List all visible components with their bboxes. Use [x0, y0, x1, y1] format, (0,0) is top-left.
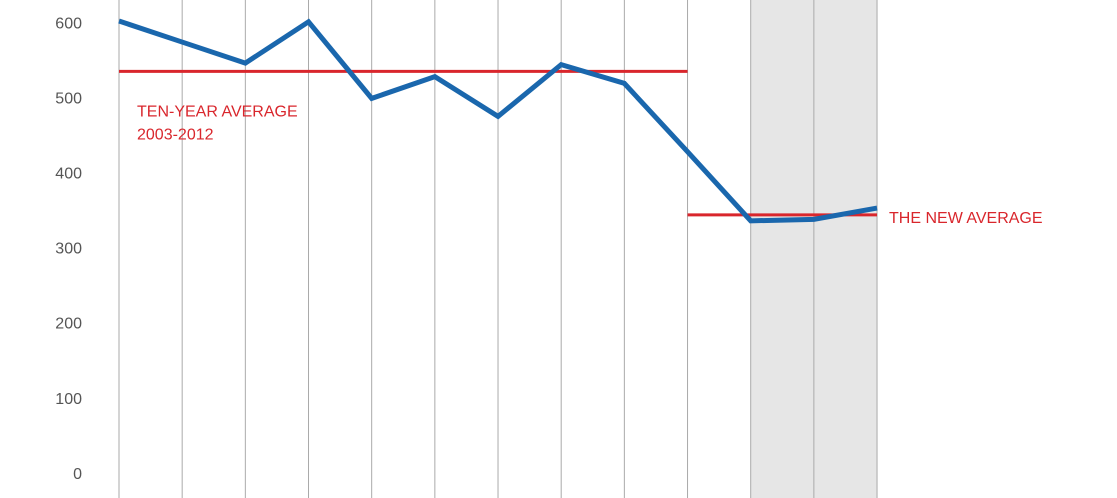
- y-tick-label: 100: [55, 391, 82, 408]
- y-tick-label: 500: [55, 90, 82, 107]
- reference-label: 2003-2012: [137, 127, 214, 144]
- y-tick-label: 200: [55, 316, 82, 333]
- reference-label: THE NEW AVERAGE: [889, 210, 1043, 227]
- y-tick-label: 600: [55, 15, 82, 32]
- data-line: [118, 18, 878, 224]
- y-tick-label: 300: [55, 241, 82, 258]
- y-tick-label: 400: [55, 165, 82, 182]
- y-tick-label: 0: [73, 466, 82, 483]
- reference-label: TEN-YEAR AVERAGE: [137, 104, 298, 121]
